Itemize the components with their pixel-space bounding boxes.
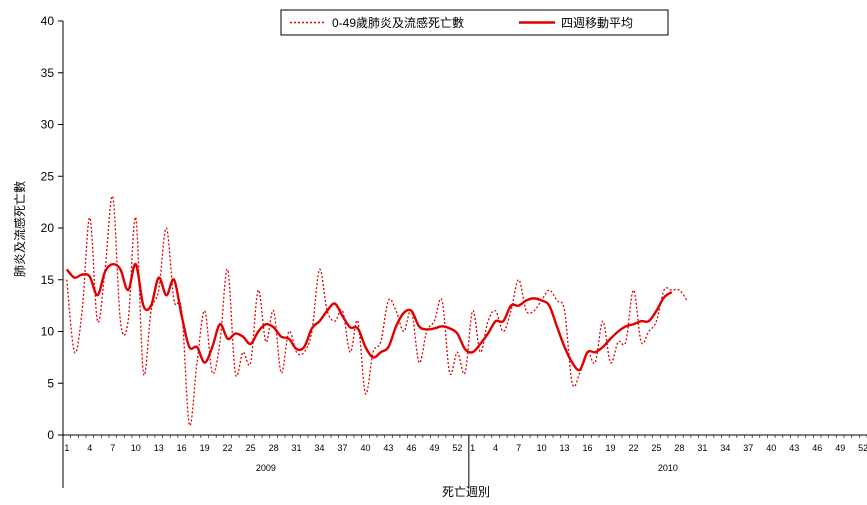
legend-label-moving-average: 四週移動平均 — [561, 16, 633, 30]
x-tick-label: 4 — [87, 443, 92, 453]
x-axis-label: 死亡週別 — [442, 485, 490, 499]
x-tick-label: 52 — [452, 443, 462, 453]
x-tick-label: 28 — [674, 443, 684, 453]
y-tick-label: 0 — [47, 428, 54, 442]
x-tick-label: 49 — [429, 443, 439, 453]
x-tick-label: 46 — [406, 443, 416, 453]
x-tick-label: 16 — [583, 443, 593, 453]
legend: 0-49歲肺炎及流感死亡數 四週移動平均 — [280, 9, 669, 36]
x-tick-label: 19 — [605, 443, 615, 453]
legend-box — [280, 9, 669, 36]
x-tick-label: 10 — [537, 443, 547, 453]
x-tick-label: 10 — [131, 443, 141, 453]
x-tick-label: 4 — [493, 443, 498, 453]
x-tick-label: 49 — [835, 443, 845, 453]
y-tick-label: 40 — [41, 14, 55, 28]
x-tick-label: 22 — [628, 443, 638, 453]
x-tick-label: 16 — [177, 443, 187, 453]
x-tick-label: 52 — [858, 443, 867, 453]
x-tick-label: 31 — [697, 443, 707, 453]
x-tick-label: 37 — [743, 443, 753, 453]
y-tick-label: 15 — [41, 273, 55, 287]
legend-label-deaths: 0-49歲肺炎及流感死亡數 — [332, 15, 464, 30]
x-axis: 2009 2010 1 4 7 10 13 16 19 22 25 28 31 34 37 40 43 46 49 5… — [62, 434, 867, 488]
y-tick-label: 10 — [41, 325, 55, 339]
y-axis: 0 5 10 15 20 25 30 35 40 — [41, 14, 64, 442]
x-tick-label: 40 — [360, 443, 370, 453]
x-tick-label: 7 — [110, 443, 115, 453]
x-tick-label: 31 — [292, 443, 302, 453]
x-tick-label: 22 — [223, 443, 233, 453]
y-axis-label: 肺炎及流感死亡數 — [12, 181, 27, 277]
x-tick-label: 28 — [269, 443, 279, 453]
x-tick-label: 43 — [383, 443, 393, 453]
y-tick-label: 35 — [41, 66, 55, 80]
x-tick-label: 34 — [315, 443, 325, 453]
y-tick-label: 30 — [41, 118, 55, 132]
x-tick-label: 7 — [516, 443, 521, 453]
x-tick-label: 40 — [766, 443, 776, 453]
plot-area — [65, 195, 688, 427]
x-tick-label: 34 — [720, 443, 730, 453]
x-tick-label: 43 — [789, 443, 799, 453]
x-tick-label: 13 — [154, 443, 164, 453]
x-tick-label: 25 — [246, 443, 256, 453]
x-tick-label: 37 — [337, 443, 347, 453]
x-tick-label: 19 — [200, 443, 210, 453]
x-tick-label: 46 — [812, 443, 822, 453]
year-label: 2010 — [658, 463, 678, 473]
x-tick-label: 1 — [64, 443, 69, 453]
y-tick-label: 20 — [41, 221, 55, 235]
year-label: 2009 — [256, 463, 276, 473]
x-tick-label: 13 — [560, 443, 570, 453]
series-line-deaths — [66, 195, 688, 427]
series-line-moving-average — [65, 262, 673, 372]
x-tick-label: 25 — [651, 443, 661, 453]
x-tick-label: 1 — [470, 443, 475, 453]
y-tick-label: 25 — [41, 169, 55, 183]
y-tick-label: 5 — [47, 376, 54, 390]
